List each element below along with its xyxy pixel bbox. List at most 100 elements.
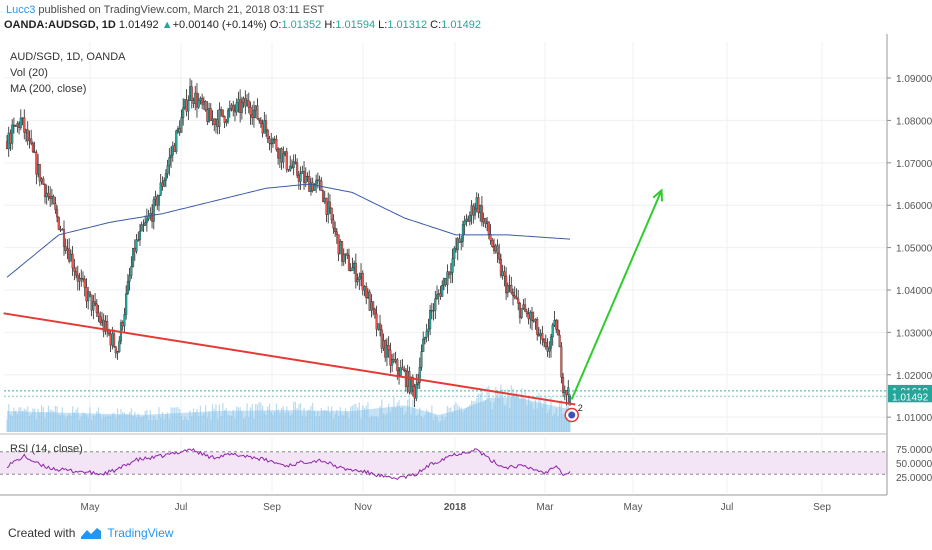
candle-body: [477, 197, 480, 214]
volume-bar: [70, 415, 72, 432]
volume-bar: [194, 412, 196, 432]
candle-body: [225, 121, 228, 123]
volume-bar: [453, 404, 455, 432]
candle-body: [337, 234, 340, 255]
candle-body: [370, 301, 373, 311]
candle-body: [427, 328, 430, 332]
volume-bar: [85, 414, 88, 432]
candle-body: [522, 304, 525, 309]
candle-body: [439, 293, 442, 297]
volume-bar: [165, 414, 167, 432]
candle-body: [18, 123, 21, 128]
candle-body: [342, 254, 345, 262]
candle-body: [377, 323, 380, 330]
candle-body: [187, 100, 190, 112]
volume-bar: [142, 416, 145, 432]
candle-body: [435, 294, 439, 299]
legend-ma: MA (200, close): [10, 83, 86, 95]
candle-body: [543, 339, 546, 343]
price-axis-label: 1.01000: [896, 413, 932, 424]
volume-bar: [163, 419, 165, 432]
open-value: 1.01352: [281, 19, 322, 31]
candle-body: [473, 208, 477, 216]
candle-body: [468, 215, 471, 222]
candle-body: [505, 275, 508, 294]
volume-bar: [317, 411, 319, 432]
candle-body: [61, 229, 64, 231]
volume-bar: [220, 416, 222, 432]
candle-body: [31, 143, 34, 152]
candle-body: [244, 98, 247, 107]
volume-bar: [272, 414, 274, 432]
volume-bar: [514, 393, 516, 432]
volume-bar: [167, 412, 169, 432]
volume-bar: [441, 415, 443, 432]
volume-bar: [325, 410, 328, 432]
candle-body: [475, 197, 478, 210]
candle-body: [56, 209, 59, 218]
volume-bar: [94, 415, 96, 432]
candle-body: [94, 301, 97, 305]
candle-body: [465, 218, 468, 222]
candle-body: [237, 99, 240, 103]
price-axis-label: 1.06000: [896, 201, 932, 212]
volume-bar: [84, 413, 86, 432]
volume-bar: [448, 407, 450, 432]
candle-body: [182, 107, 185, 118]
volume-bar: [99, 413, 101, 432]
candle-body: [563, 390, 566, 393]
volume-bar: [474, 401, 476, 432]
candle-body: [152, 199, 155, 222]
candle-body: [19, 117, 22, 128]
volume-bar: [434, 415, 436, 432]
candle-body: [406, 371, 409, 387]
candlestick-series[interactable]: [5, 78, 572, 408]
volume-bar: [244, 417, 246, 432]
candle-body: [97, 312, 100, 317]
volume-bar: [234, 418, 236, 432]
candle-body: [206, 109, 209, 122]
volume-bar: [16, 414, 18, 432]
volume-bar: [445, 417, 447, 432]
candle-body: [517, 298, 520, 304]
author-link[interactable]: Lucc3: [6, 4, 36, 16]
volume-bar: [336, 410, 338, 432]
candle-body: [340, 241, 344, 262]
volume-bar: [148, 420, 150, 432]
volume-bar: [296, 408, 298, 432]
volume-bar: [427, 411, 429, 432]
candle-body: [492, 246, 496, 252]
volume-bar: [327, 406, 329, 432]
candle-body: [285, 151, 288, 170]
candle-body: [175, 130, 178, 152]
candle-body: [64, 246, 67, 251]
volume-bar: [294, 401, 297, 432]
candle-body: [126, 281, 129, 294]
volume-bar: [184, 416, 186, 432]
support-trendline: [3, 312, 576, 406]
candle-body: [498, 252, 501, 260]
volume-bar: [82, 412, 84, 432]
volume-bar: [201, 416, 203, 432]
publish-line: Lucc3 published on TradingView.com, Marc…: [6, 4, 324, 16]
time-axis-label: May: [81, 502, 100, 513]
drawing-annotations[interactable]: 2: [3, 188, 664, 423]
candle-body: [380, 329, 383, 349]
volume-bar: [310, 405, 312, 432]
low-label: L:: [378, 19, 388, 31]
volume-bar: [465, 407, 467, 432]
tradingview-brand[interactable]: TradingView: [107, 526, 174, 540]
volume-bar: [301, 415, 303, 432]
volume-bar: [388, 403, 390, 432]
candle-body: [76, 274, 79, 282]
legend-rsi: RSI (14, close): [10, 443, 83, 455]
legend-volume: Vol (20): [10, 67, 48, 79]
volume-bar: [172, 407, 174, 432]
candle-body: [501, 271, 504, 276]
event-marker-label: 2: [578, 403, 583, 413]
candle-body: [142, 224, 145, 226]
candle-body: [306, 175, 309, 178]
volume-bar: [154, 419, 157, 432]
candle-body: [480, 205, 483, 223]
